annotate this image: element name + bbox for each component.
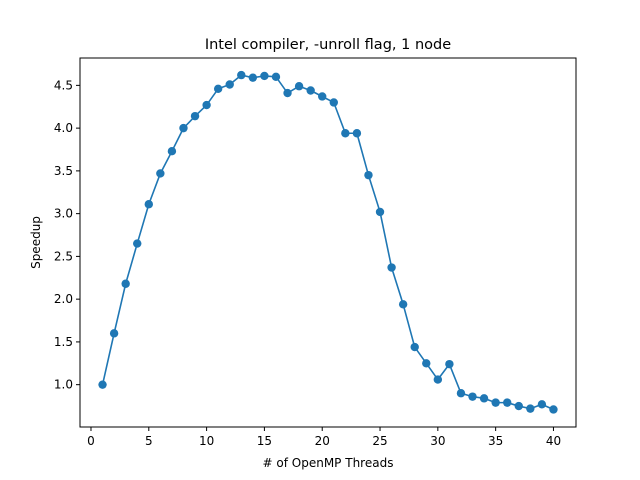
- data-point: [375, 207, 385, 217]
- data-point: [167, 147, 177, 156]
- data-point: [549, 405, 558, 414]
- data-point: [121, 279, 130, 288]
- data-point: [248, 73, 258, 82]
- y-tick-label: 4.5: [54, 78, 73, 92]
- data-point: [479, 394, 489, 403]
- data-point: [271, 72, 281, 82]
- data-point: [456, 389, 466, 398]
- data-point: [318, 92, 327, 101]
- plot-background: [80, 58, 576, 427]
- y-tick-label: 3.5: [54, 164, 73, 178]
- series-layer: [98, 70, 558, 414]
- y-tick-label: 4.0: [54, 121, 73, 135]
- x-axis-label: # of OpenMP Threads: [263, 456, 394, 470]
- x-tick-label: 25: [372, 434, 387, 448]
- data-point: [179, 123, 188, 133]
- data-point: [237, 70, 246, 80]
- data-point: [468, 392, 477, 401]
- y-tick-label: 1.0: [54, 378, 73, 392]
- x-tick-label: 20: [315, 434, 330, 448]
- data-point: [352, 129, 362, 138]
- y-tick-label: 2.0: [54, 292, 73, 306]
- series-line: [101, 74, 554, 411]
- data-point: [433, 375, 443, 384]
- y-tick-label: 1.5: [54, 335, 73, 349]
- data-point: [537, 400, 547, 409]
- data-point: [491, 398, 500, 407]
- x-tick-label: 10: [199, 434, 214, 448]
- data-point: [341, 129, 350, 138]
- x-axis-ticks: 0 5 10 15 20 25 30 35 40: [87, 427, 561, 448]
- data-point: [133, 239, 142, 248]
- data-point: [156, 169, 165, 178]
- data-point: [398, 300, 408, 309]
- data-point: [410, 342, 419, 352]
- x-tick-label: 40: [546, 434, 561, 448]
- data-point: [387, 263, 396, 272]
- data-point: [144, 200, 153, 209]
- data-point: [503, 398, 512, 407]
- data-point: [294, 82, 304, 91]
- data-point: [190, 111, 200, 121]
- y-axis-ticks: 1.0 1.5 2.0 2.5 3.0 3.5 4.0 4.5: [54, 78, 80, 392]
- data-point: [364, 170, 373, 180]
- data-point: [283, 88, 292, 98]
- data-point: [225, 80, 234, 89]
- plot-frame: [79, 57, 577, 428]
- data-point: [526, 404, 535, 413]
- data-point: [260, 71, 269, 81]
- chart-title: Intel compiler, -unroll flag, 1 node: [205, 37, 451, 53]
- data-point: [213, 84, 223, 93]
- y-tick-label: 3.0: [54, 207, 73, 221]
- y-axis-label: Speedup: [29, 216, 43, 269]
- data-point: [514, 401, 523, 411]
- data-point: [109, 329, 119, 338]
- y-tick-label: 2.5: [54, 249, 73, 263]
- x-tick-label: 0: [87, 434, 95, 448]
- data-point: [306, 86, 315, 95]
- data-point: [98, 380, 107, 389]
- x-tick-label: 5: [145, 434, 153, 448]
- data-point: [202, 100, 211, 110]
- x-tick-label: 30: [430, 434, 445, 448]
- x-tick-label: 35: [488, 434, 503, 448]
- x-tick-label: 15: [257, 434, 272, 448]
- data-point: [422, 359, 431, 368]
- data-point: [445, 359, 454, 369]
- data-point: [329, 98, 338, 107]
